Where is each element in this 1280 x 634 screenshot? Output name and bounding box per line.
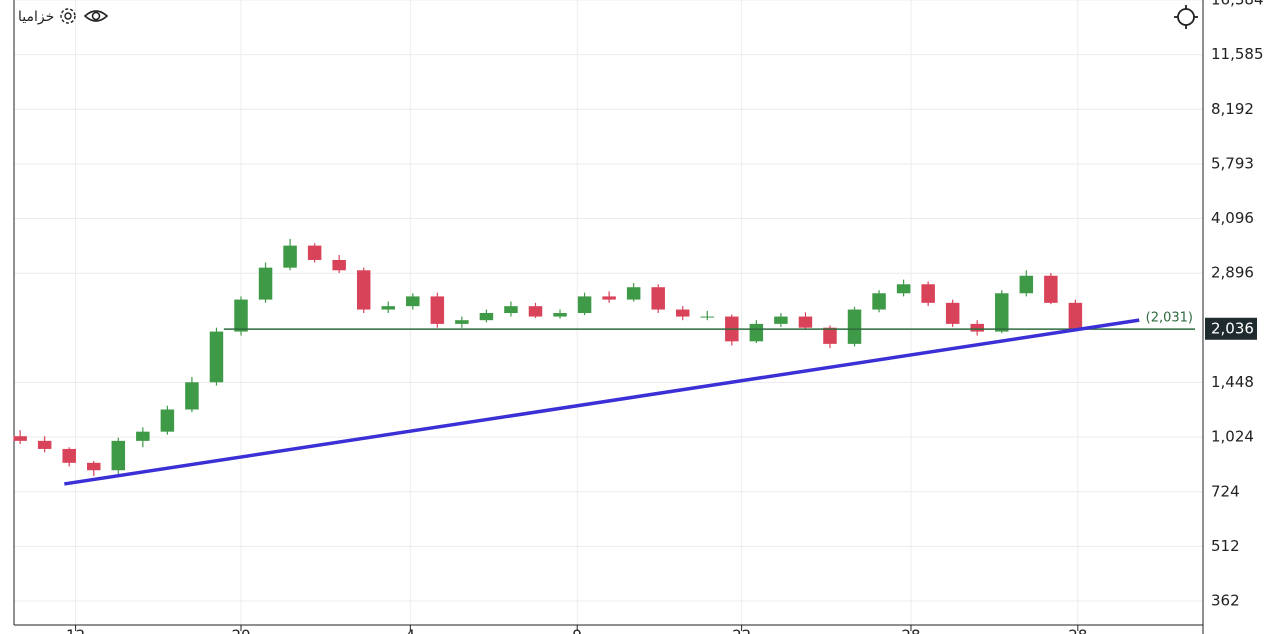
last-price-box [1205, 317, 1257, 340]
settings-icon[interactable] [60, 8, 76, 24]
candle-body [87, 462, 101, 471]
candle-body [1068, 302, 1083, 329]
candle-body [823, 327, 837, 344]
candle-body [675, 309, 690, 317]
candle-body [13, 436, 27, 441]
candle-body [332, 259, 346, 271]
candle-body [356, 270, 371, 310]
candle-body [970, 323, 984, 332]
x-tick-label: 22 [732, 627, 751, 634]
last-price-label: 2,036 [1211, 319, 1254, 337]
candle-body [62, 448, 76, 463]
candle-body [111, 440, 126, 471]
x-tick-label: 28 [1068, 627, 1087, 634]
candle-body [626, 287, 641, 300]
candle-body [209, 331, 224, 383]
y-tick-label: 512 [1211, 537, 1240, 555]
candle-body [528, 306, 543, 317]
candle-body [995, 293, 1009, 332]
plot [13, 0, 1204, 634]
candle-body [430, 296, 445, 324]
candle-body [700, 316, 715, 318]
candle-body [749, 323, 764, 342]
y-tick-label: 1,448 [1211, 373, 1254, 391]
candle-body [651, 287, 665, 310]
candle-body [1044, 275, 1058, 303]
candle-body [258, 267, 273, 300]
candle-body [872, 293, 886, 310]
y-tick-label: 5,793 [1211, 154, 1254, 172]
overlay: 362 512 724 1,024 1,448 2,896 4,096 5,793 8,192 1… [66, 0, 1263, 634]
candle-body [37, 440, 52, 449]
candle-body [577, 296, 592, 314]
x-tick-label: 12 [66, 627, 85, 634]
candle-body [504, 306, 518, 314]
crosshair-icon[interactable] [1174, 5, 1198, 29]
x-tick-label: 4 [406, 627, 416, 634]
candle-body [307, 245, 322, 260]
candle-body [847, 309, 862, 344]
candle-body [160, 409, 175, 432]
candle-body [896, 284, 911, 294]
candle-body [455, 320, 469, 324]
x-tick-label: 9 [572, 627, 582, 634]
x-tick-label: 28 [901, 627, 920, 634]
horizontal-line-label: (2,031) [1146, 311, 1193, 326]
x-tick-label: 20 [231, 627, 250, 634]
candle-body [185, 382, 199, 410]
y-tick-label: 2,896 [1211, 264, 1254, 282]
candle-body [553, 313, 567, 317]
candle-body [381, 306, 395, 310]
trend-line [64, 318, 1140, 486]
y-tick-label: 1,024 [1211, 428, 1254, 446]
y-tick-label: 11,585 [1211, 45, 1264, 63]
candle-body [798, 316, 813, 328]
y-tick-label: 724 [1211, 482, 1240, 500]
candle-body [774, 316, 788, 324]
candle-body [283, 245, 297, 268]
visibility-icon[interactable] [83, 10, 109, 22]
symbol-name: خزاميا [18, 9, 54, 25]
y-tick-label: 8,192 [1211, 100, 1254, 118]
legend: خزاميا [18, 8, 109, 25]
candle-body [136, 431, 150, 441]
candle-body [945, 302, 960, 324]
candle-body [406, 296, 420, 307]
y-tick-label: 16,384 [1211, 0, 1264, 9]
candle-body [234, 299, 248, 332]
candle-body [602, 296, 616, 300]
candle-body [921, 284, 935, 303]
candle-body [1019, 275, 1034, 294]
candle-body [479, 313, 494, 321]
y-tick-label: 362 [1211, 592, 1240, 610]
y-tick-label: 4,096 [1211, 209, 1254, 227]
